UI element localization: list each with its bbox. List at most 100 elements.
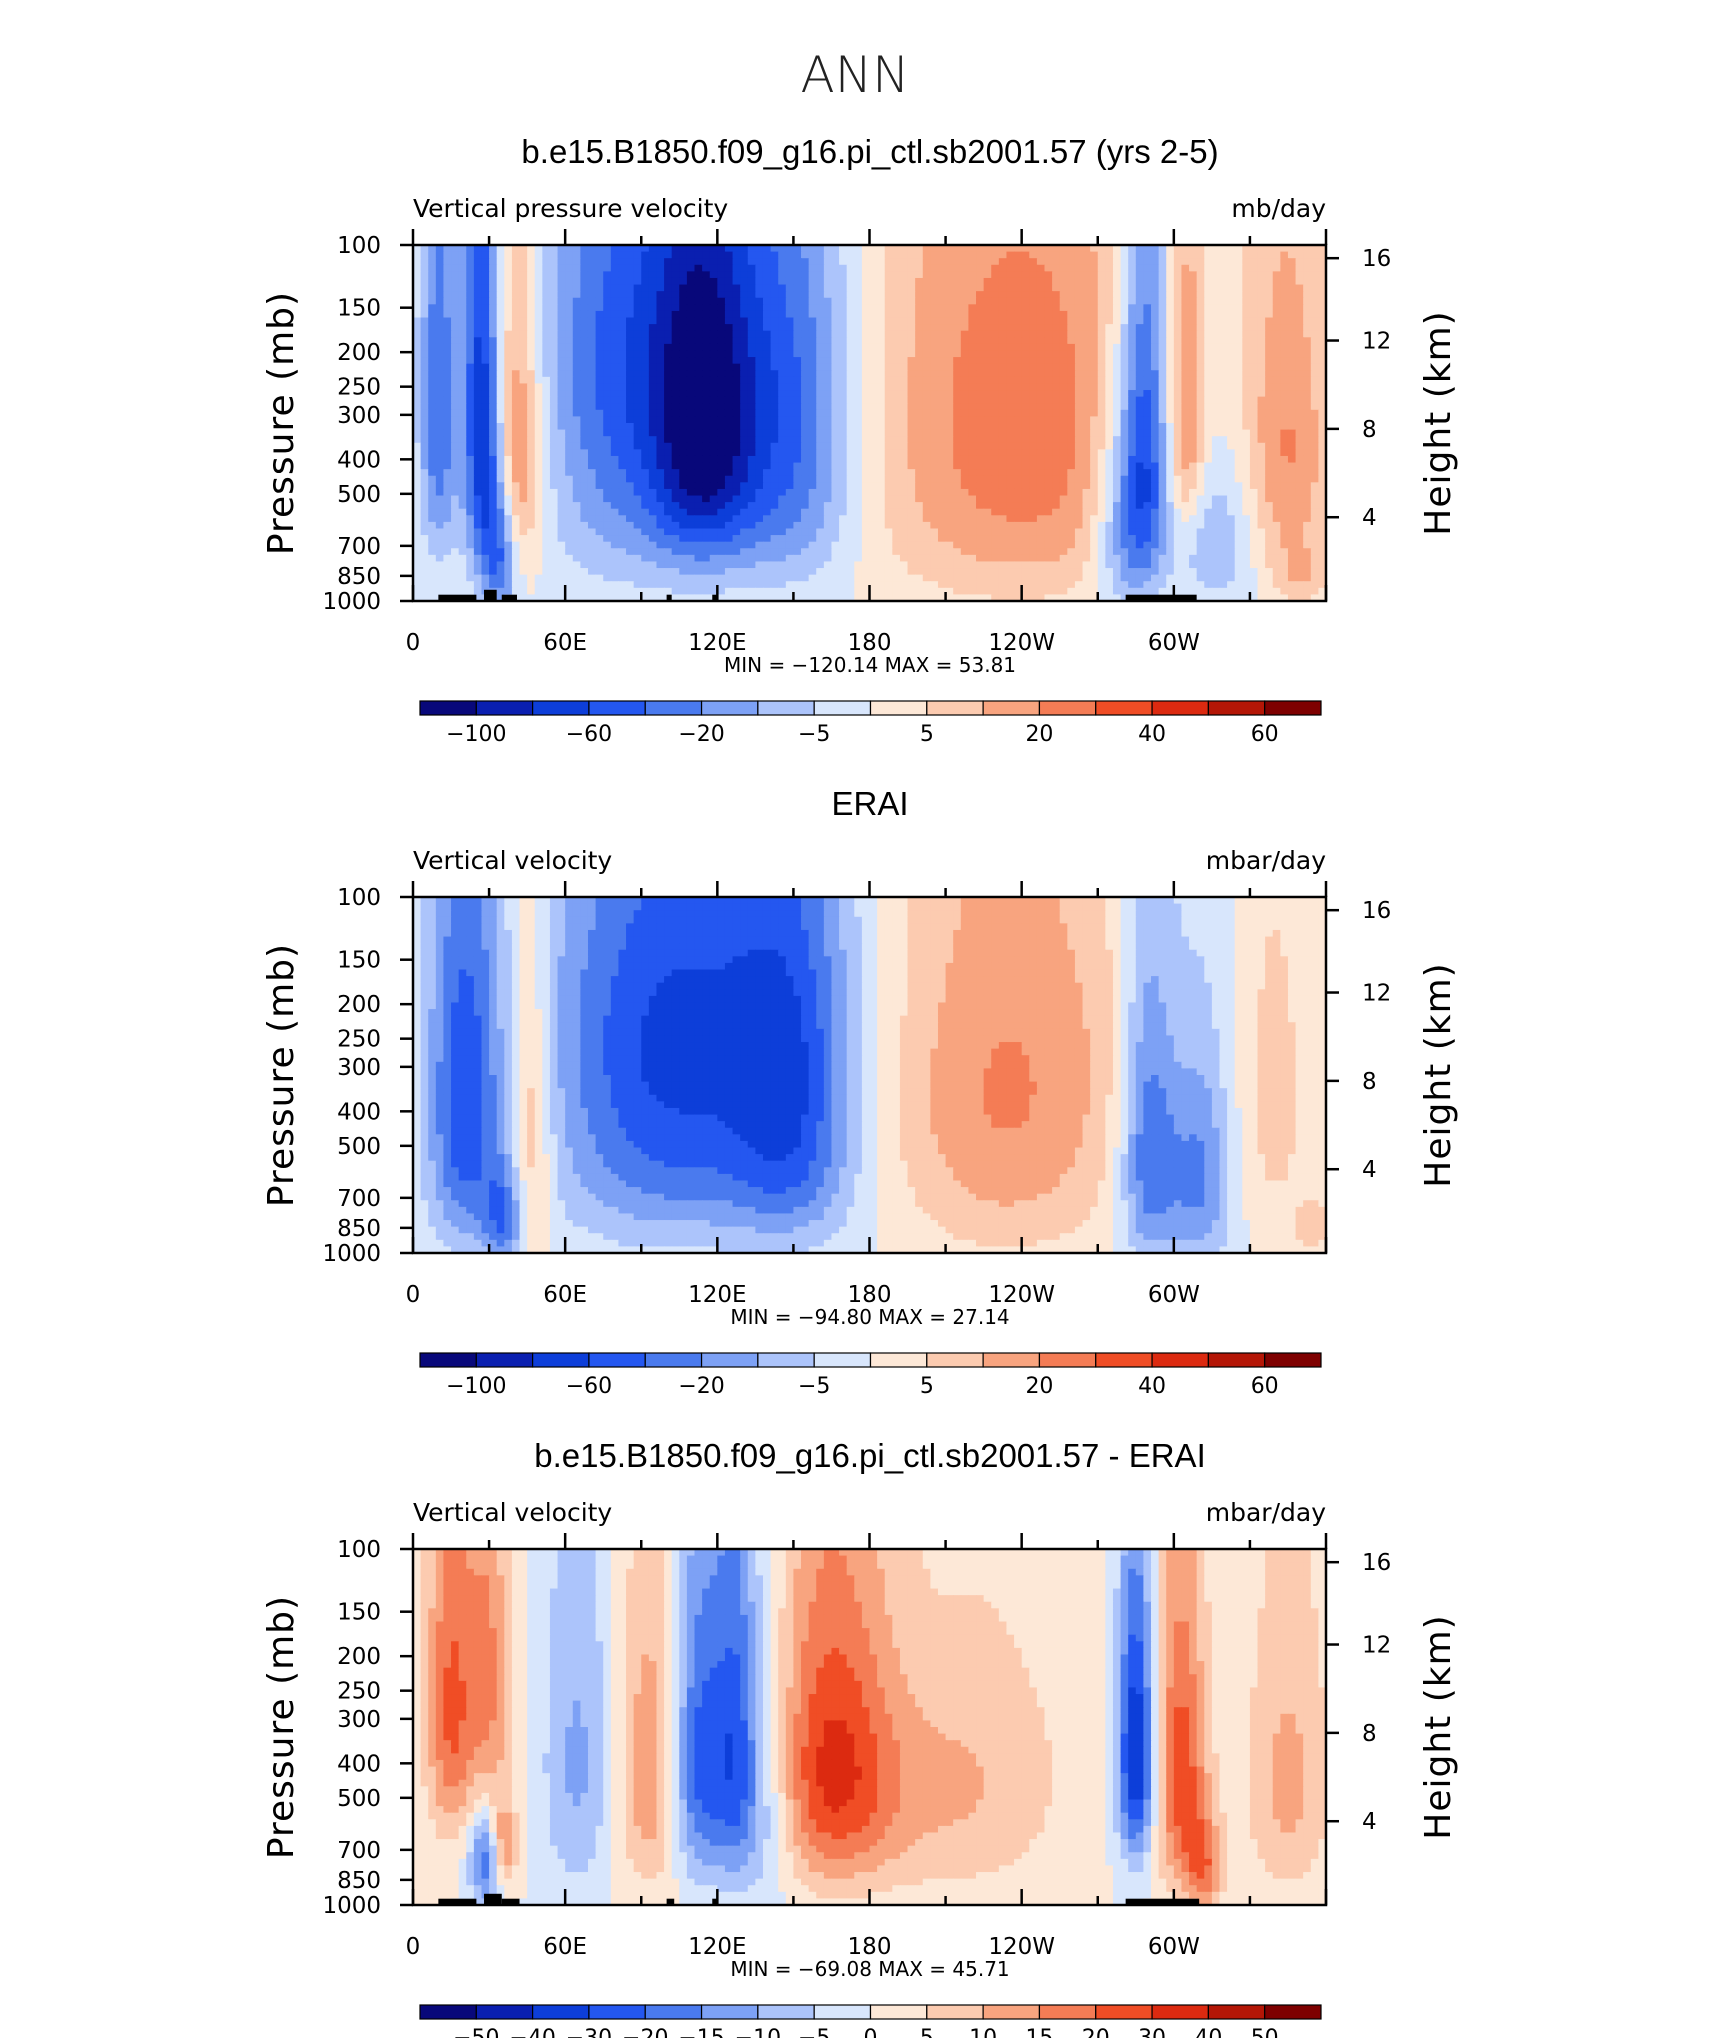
field-cell [884,488,893,497]
field-cell [846,343,855,352]
field-cell [656,442,665,450]
field-cell [1128,357,1137,365]
field-cell [435,251,445,259]
field-cell [991,475,1000,483]
field-cell [1021,337,1030,345]
field-cell [960,403,970,411]
field-cell [702,403,711,411]
field-cell [960,495,970,503]
field-cell [869,455,878,464]
field-cell [679,475,688,483]
field-cell [1272,376,1281,385]
field-cell [831,469,840,477]
field-cell [854,475,863,483]
field-cell [1029,304,1038,312]
field-cell [473,258,483,266]
field-cell [1310,423,1319,431]
field-cell [1189,271,1198,279]
field-cell [1029,488,1038,497]
field-cell [686,258,696,266]
field-cell [1151,495,1160,503]
field-cell [603,251,612,259]
field-cell [435,277,445,286]
field-cell [861,330,871,338]
field-cell [511,376,521,385]
field-cell [1021,370,1030,378]
field-cell [1090,251,1099,259]
field-cell [831,324,840,332]
field-cell [1082,495,1091,503]
field-cell [808,264,817,272]
field-cell [1021,416,1030,424]
field-cell [572,482,581,490]
field-cell [458,449,467,457]
field-cell [1112,403,1122,411]
field-cell [572,245,581,253]
field-cell [907,357,916,365]
field-cell [610,277,620,286]
field-cell [694,271,703,279]
field-cell [1158,357,1167,365]
field-cell [1014,403,1023,411]
field-cell [1097,409,1106,417]
field-cell [1067,390,1076,398]
field-cell [481,449,490,457]
field-cell [1067,495,1076,503]
field-cell [626,403,635,411]
field-cell [785,390,795,398]
field-cell [709,436,718,444]
field-cell [1234,277,1243,286]
field-cell [1189,423,1198,431]
field-cell [580,350,589,358]
field-cell [527,495,536,503]
field-cell [877,297,886,305]
field-cell [542,251,551,259]
field-cell [1211,390,1221,398]
field-cell [740,429,749,437]
field-cell [930,350,939,358]
field-cell [1059,310,1068,319]
field-cell [724,310,734,319]
field-cell [953,436,962,444]
field-cell [930,462,939,470]
field-cell [922,502,931,510]
field-cell [686,357,696,365]
field-cell [671,258,680,266]
field-cell [702,330,711,338]
field-cell [755,376,764,385]
field-cell [1204,508,1213,516]
field-cell [793,436,802,444]
field-cell [1287,495,1297,503]
field-cell [595,488,604,497]
field-cell [724,409,734,417]
field-cell [595,337,604,345]
field-cell [1044,271,1053,279]
field-cell [968,390,977,398]
field-cell [534,488,543,497]
field-cell [686,363,696,371]
field-cell [1105,310,1114,319]
field-cell [641,390,650,398]
field-cell [755,310,764,319]
field-cell [1128,442,1137,450]
field-cell [587,502,597,510]
field-cell [1280,357,1289,365]
field-cell [1112,330,1122,338]
field-cell [557,409,566,417]
field-cell [861,251,871,259]
field-cell [1227,324,1236,332]
field-cell [610,488,620,497]
field-cell [1135,429,1144,437]
field-cell [633,515,642,523]
field-cell [420,495,429,503]
field-cell [587,508,597,516]
field-cell [473,416,483,424]
field-cell [549,324,559,332]
field-cell [1173,284,1183,292]
field-cell [1303,337,1312,345]
field-cell [1036,304,1046,312]
field-cell [527,284,536,292]
field-cell [808,324,817,332]
field-cell [489,363,498,371]
field-cell [1227,258,1236,266]
